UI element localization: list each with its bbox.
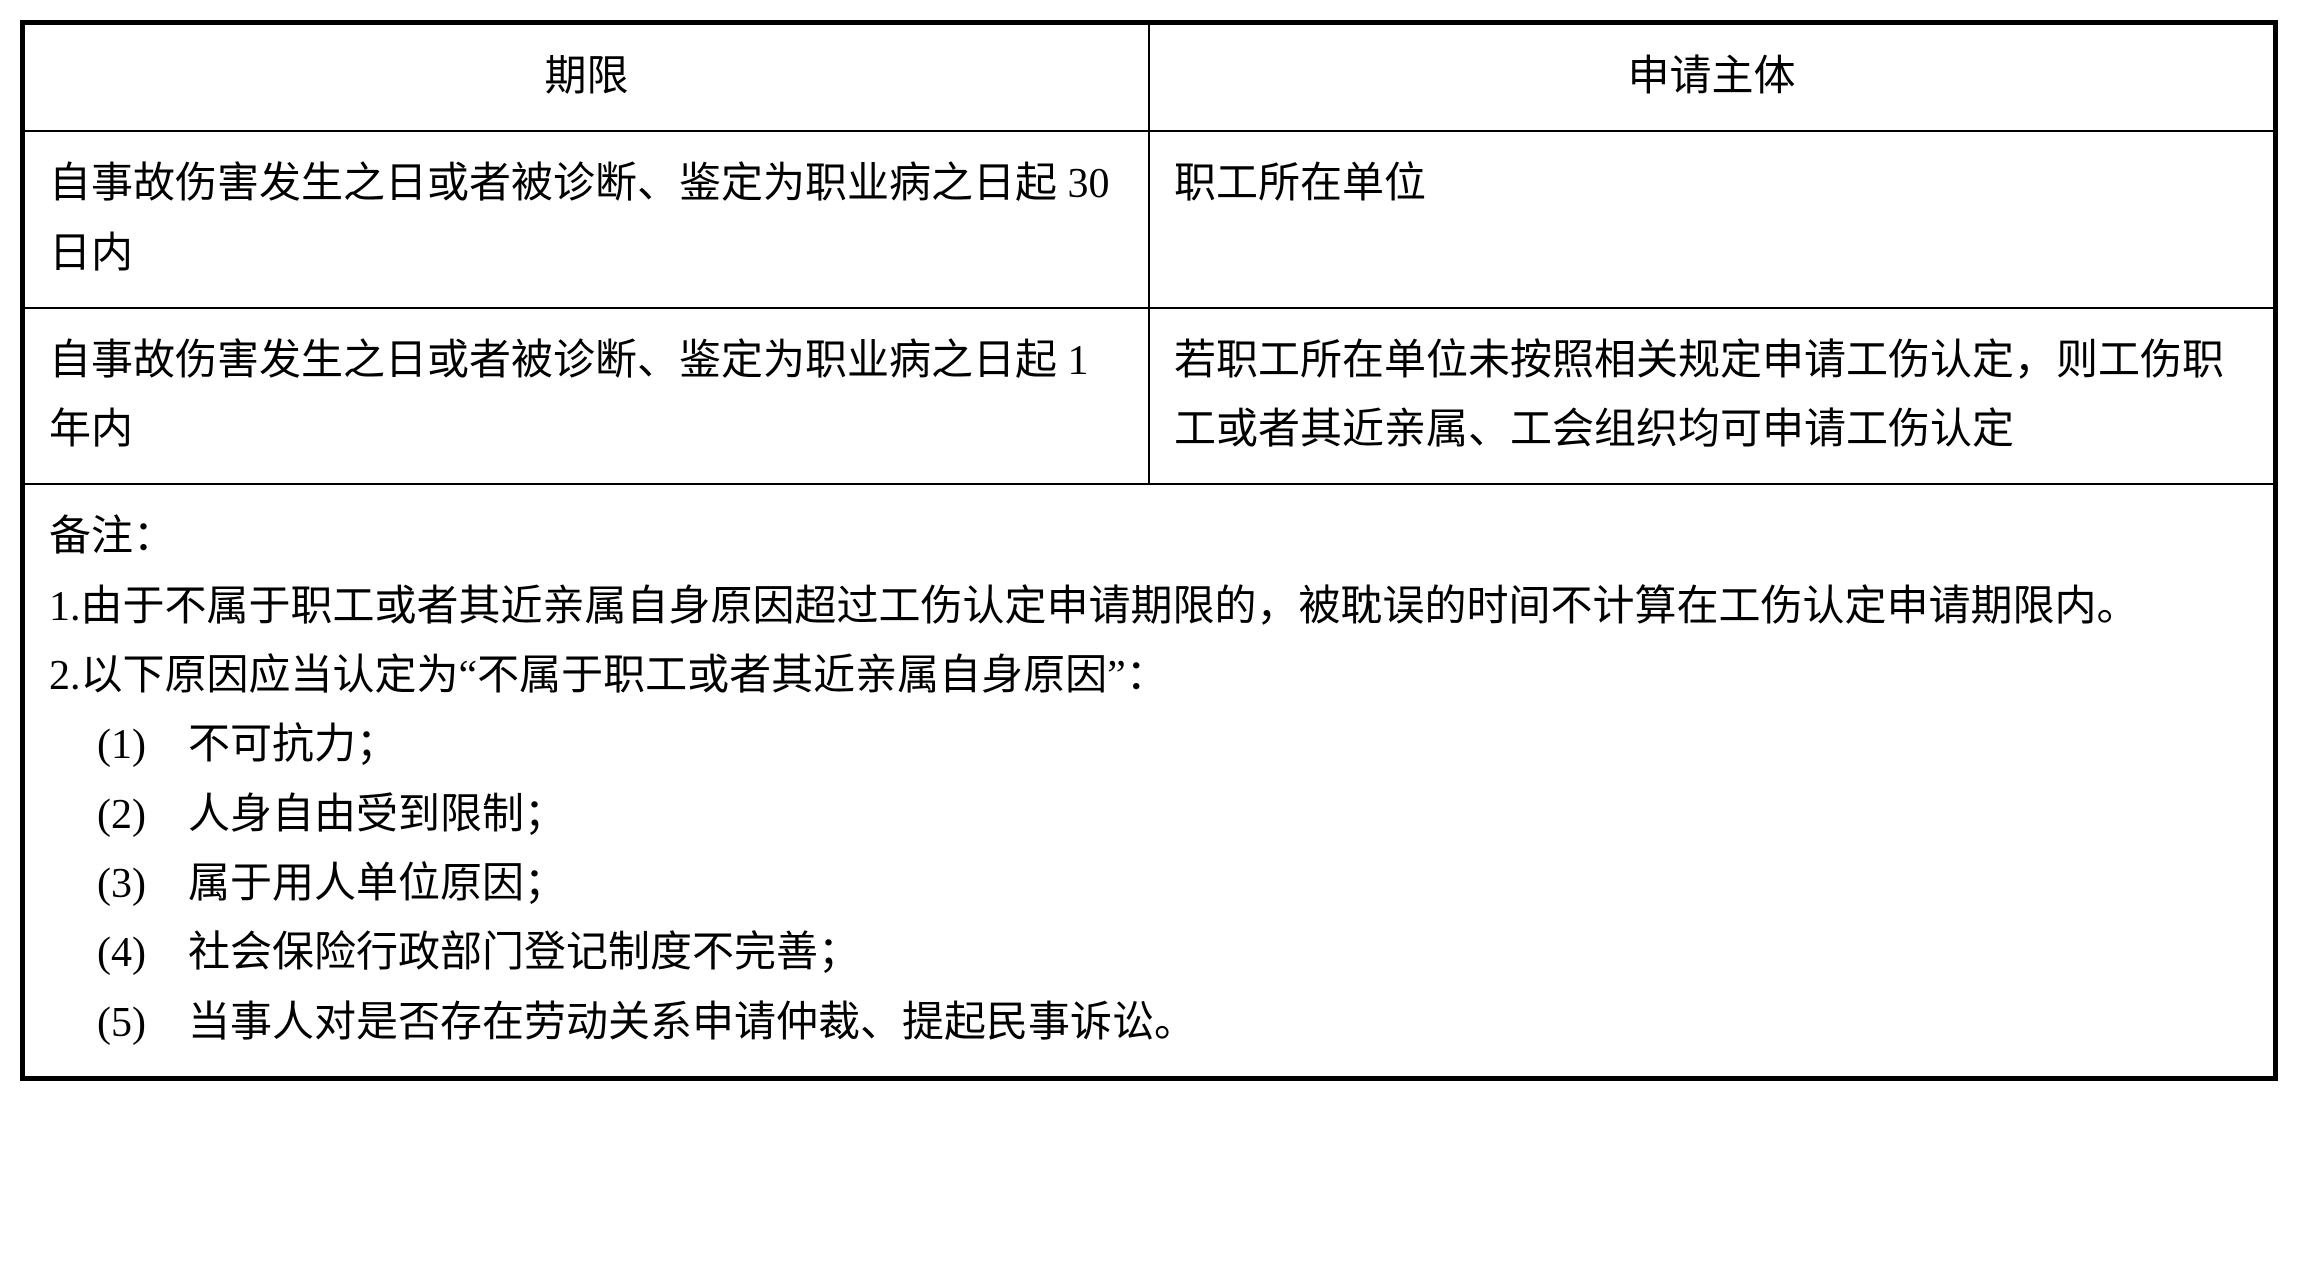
table-row: 自事故伤害发生之日或者被诊断、鉴定为职业病之日起 30 日内 职工所在单位 <box>24 131 2274 308</box>
notes-sub-4: (4) 社会保险行政部门登记制度不完善； <box>49 919 2249 988</box>
document-table-container: 期限 申请主体 自事故伤害发生之日或者被诊断、鉴定为职业病之日起 30 日内 职… <box>20 20 2278 1081</box>
table-row: 自事故伤害发生之日或者被诊断、鉴定为职业病之日起 1 年内 若职工所在单位未按照… <box>24 308 2274 485</box>
cell-applicant-others: 若职工所在单位未按照相关规定申请工伤认定，则工伤职工或者其近亲属、工会组织均可申… <box>1149 308 2274 485</box>
cell-applicant-employer: 职工所在单位 <box>1149 131 2274 308</box>
header-cell-period: 期限 <box>24 24 1149 131</box>
table-notes-row: 备注： 1.由于不属于职工或者其近亲属自身原因超过工伤认定申请期限的，被耽误的时… <box>24 484 2274 1076</box>
notes-sub-3: (3) 属于用人单位原因； <box>49 850 2249 919</box>
main-table: 期限 申请主体 自事故伤害发生之日或者被诊断、鉴定为职业病之日起 30 日内 职… <box>23 23 2275 1078</box>
notes-cell: 备注： 1.由于不属于职工或者其近亲属自身原因超过工伤认定申请期限的，被耽误的时… <box>24 484 2274 1076</box>
cell-period-1year: 自事故伤害发生之日或者被诊断、鉴定为职业病之日起 1 年内 <box>24 308 1149 485</box>
notes-sub-2: (2) 人身自由受到限制； <box>49 781 2249 850</box>
notes-title: 备注： <box>49 503 2249 572</box>
cell-period-30days: 自事故伤害发生之日或者被诊断、鉴定为职业病之日起 30 日内 <box>24 131 1149 308</box>
notes-item-1: 1.由于不属于职工或者其近亲属自身原因超过工伤认定申请期限的，被耽误的时间不计算… <box>49 573 2249 642</box>
header-cell-applicant: 申请主体 <box>1149 24 2274 131</box>
notes-item-2: 2.以下原因应当认定为“不属于职工或者其近亲属自身原因”： <box>49 642 2249 711</box>
table-header-row: 期限 申请主体 <box>24 24 2274 131</box>
notes-sub-1: (1) 不可抗力； <box>49 711 2249 780</box>
notes-sub-5: (5) 当事人对是否存在劳动关系申请仲裁、提起民事诉讼。 <box>49 989 2249 1058</box>
